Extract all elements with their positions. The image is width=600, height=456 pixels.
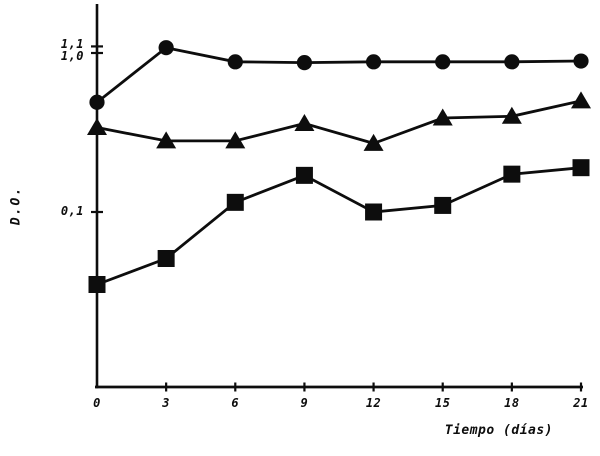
- y-tick-labels-upper: 1,1 1,0: [40, 38, 84, 62]
- series-line-square: [96, 166, 582, 286]
- marker-triangle: [432, 108, 453, 126]
- marker-square: [572, 159, 590, 177]
- marker-circle: [365, 54, 382, 70]
- x-tick-label-3: 3: [162, 396, 170, 410]
- marker-triangle: [294, 114, 315, 132]
- marker-circle: [573, 53, 589, 69]
- marker-square: [295, 166, 313, 184]
- marker-circle: [227, 54, 243, 70]
- marker-square: [434, 196, 452, 214]
- x-tick-label-0: 0: [93, 396, 101, 410]
- marker-circle: [296, 55, 313, 71]
- y-axis-label: D.O.: [8, 185, 24, 226]
- series-line-triangle: [96, 99, 582, 145]
- x-tick-label-6: 6: [231, 396, 240, 410]
- marker-square: [365, 203, 383, 221]
- y-tick-label-0-1: 0,1: [60, 204, 84, 218]
- marker-circle: [89, 94, 105, 110]
- series-line-circle: [96, 46, 582, 104]
- marker-circle: [435, 54, 451, 70]
- x-tick-label-15: 15: [434, 396, 451, 410]
- marker-square: [503, 165, 521, 183]
- marker-triangle: [363, 133, 384, 151]
- marker-triangle: [156, 131, 177, 149]
- marker-square: [88, 275, 106, 293]
- marker-square: [157, 249, 175, 267]
- marker-circle: [504, 54, 520, 70]
- marker-triangle: [225, 131, 246, 149]
- marker-triangle: [571, 91, 591, 109]
- marker-circle: [158, 40, 174, 56]
- x-tick-label-12: 12: [365, 396, 382, 410]
- marker-square: [226, 193, 244, 211]
- x-tick-label-21: 21: [573, 396, 589, 410]
- y-tick-label-1-0: 1,0: [60, 48, 84, 63]
- x-axis-label: Tiempo (días): [444, 423, 553, 438]
- marker-triangle: [87, 117, 107, 135]
- marker-triangle: [501, 106, 522, 124]
- x-tick-label-9: 9: [300, 396, 309, 410]
- y-tick-label-1-1: 1,1: [60, 36, 84, 51]
- x-tick-label-18: 18: [504, 396, 520, 410]
